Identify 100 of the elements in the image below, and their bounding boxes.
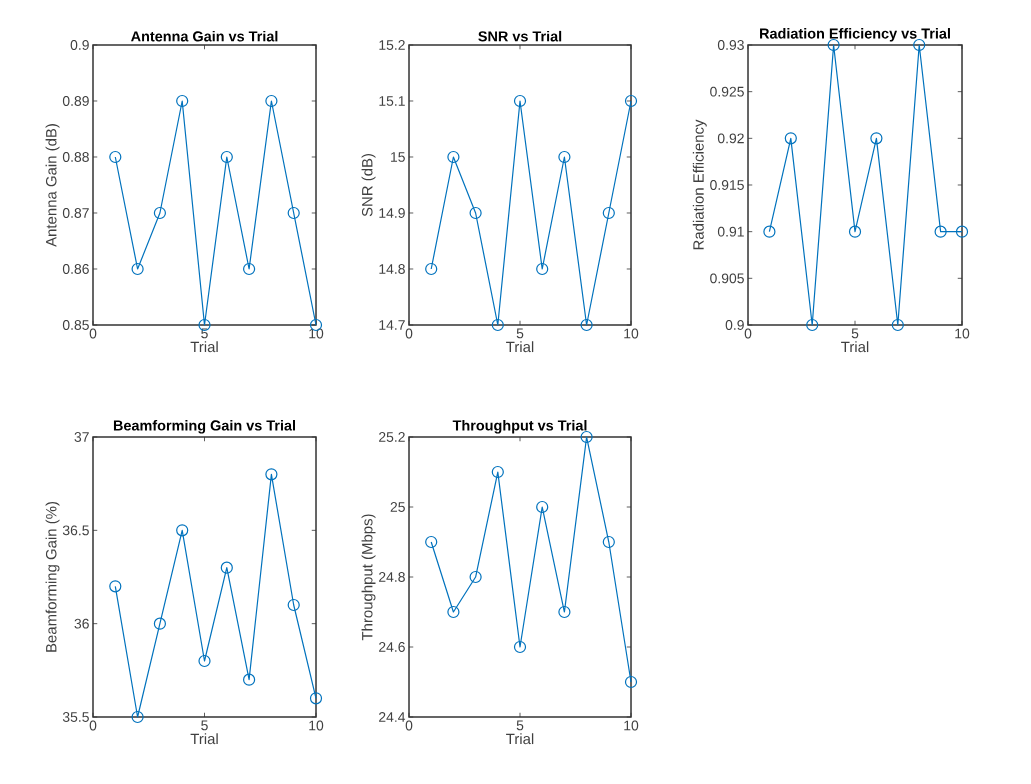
point	[220, 561, 233, 574]
y-tick-label: 15.2	[379, 40, 405, 50]
point	[265, 468, 278, 481]
point	[891, 318, 904, 332]
y-tick-label: 0.93	[717, 40, 744, 50]
y-tick-label: 24.4	[379, 712, 406, 722]
y-tick-label: 0.905	[710, 273, 744, 284]
chart-title: Radiation Efficiency vs Trial	[760, 28, 950, 42]
x-tick-label: 5	[516, 720, 524, 731]
x-tick-label: 0	[89, 328, 97, 339]
point	[176, 524, 189, 537]
y-tick-label: 0.91	[717, 226, 744, 237]
point	[153, 617, 166, 630]
point	[425, 262, 438, 276]
point	[109, 580, 122, 593]
x-tick-label: 5	[516, 328, 524, 339]
point	[131, 262, 144, 276]
point	[784, 132, 797, 145]
y-tick-label: 0.85	[62, 320, 89, 330]
x-tick-label: 10	[624, 328, 639, 339]
point	[558, 150, 571, 164]
x-tick-label: 5	[201, 720, 208, 731]
y-tick-label: 15.1	[379, 96, 405, 106]
point	[763, 225, 776, 238]
y-tick-label: 0.9	[70, 40, 89, 50]
point	[153, 206, 166, 220]
y-tick-label: 36	[74, 618, 89, 629]
point	[243, 262, 256, 276]
point	[624, 94, 638, 108]
x-axis-title: Trial	[190, 341, 218, 353]
point	[243, 673, 256, 686]
point	[602, 535, 615, 549]
point	[513, 640, 527, 654]
point	[955, 225, 969, 238]
y-axis-title: Throughput (Mbps)	[361, 514, 376, 641]
y-tick-label: 25.2	[379, 432, 405, 442]
y-tick-label: 24.8	[379, 572, 405, 582]
chart-title: Beamforming Gain vs Trial	[113, 419, 296, 434]
point	[447, 150, 460, 164]
point	[491, 465, 504, 479]
y-tick-label: 15	[391, 152, 405, 162]
point	[806, 318, 819, 332]
point	[602, 206, 615, 220]
y-tick-label: 36.5	[62, 525, 89, 536]
point	[287, 598, 300, 612]
point	[624, 675, 638, 689]
point	[580, 430, 593, 444]
y-tick-label: 24.6	[379, 642, 405, 652]
y-tick-label: 0.915	[710, 180, 744, 190]
point	[265, 94, 278, 108]
y-tick-label: 37	[74, 432, 89, 442]
chart-title: Throughput vs Trial	[452, 419, 587, 434]
x-axis-title: Trial	[506, 341, 534, 353]
point	[109, 150, 122, 164]
point	[536, 500, 549, 514]
y-tick-label: 0.925	[710, 86, 744, 97]
chart-title: SNR vs Trial	[478, 30, 562, 42]
point	[469, 570, 482, 584]
point	[198, 654, 211, 668]
y-axis-title: Antenna Gain (dB)	[45, 124, 60, 247]
y-tick-label: 0.87	[62, 208, 89, 218]
point	[447, 605, 460, 619]
y-tick-label: 0.88	[62, 152, 89, 162]
y-tick-label: 35.5	[62, 712, 89, 722]
x-axis-title: Trial	[190, 733, 218, 745]
point	[934, 225, 947, 238]
x-tick-label: 5	[201, 328, 208, 339]
point	[536, 262, 549, 276]
y-tick-label: 14.7	[379, 320, 405, 330]
y-tick-label: 14.8	[379, 264, 405, 274]
x-axis-title: Trial	[506, 733, 534, 745]
point	[287, 206, 300, 220]
y-tick-label: 0.86	[62, 264, 89, 274]
x-tick-label: 0	[405, 720, 413, 731]
point	[870, 132, 883, 145]
point	[469, 206, 482, 220]
y-tick-label: 25	[390, 502, 405, 512]
x-axis-title: Trial	[841, 341, 869, 353]
y-axis-title: SNR (dB)	[361, 153, 376, 217]
x-tick-label: 0	[405, 328, 413, 339]
point	[176, 94, 189, 108]
y-tick-label: 0.89	[62, 96, 89, 106]
y-tick-label: 0.92	[717, 133, 744, 144]
y-axis-title: Beamforming Gain (%)	[45, 501, 60, 652]
point	[491, 318, 504, 332]
y-axis-title: Radiation Efficiency	[692, 119, 707, 250]
x-tick-label: 10	[309, 328, 324, 339]
point	[131, 710, 144, 724]
x-tick-label: 10	[309, 720, 324, 731]
point	[580, 318, 593, 332]
point	[913, 38, 926, 52]
x-tick-label: 0	[89, 720, 97, 731]
x-tick-label: 10	[955, 328, 970, 339]
y-tick-label: 0.9	[725, 320, 744, 330]
point	[513, 94, 527, 108]
point	[558, 605, 571, 619]
x-tick-label: 5	[851, 328, 859, 339]
y-tick-label: 14.9	[379, 208, 405, 218]
point	[309, 692, 323, 705]
x-tick-label: 10	[624, 720, 639, 731]
